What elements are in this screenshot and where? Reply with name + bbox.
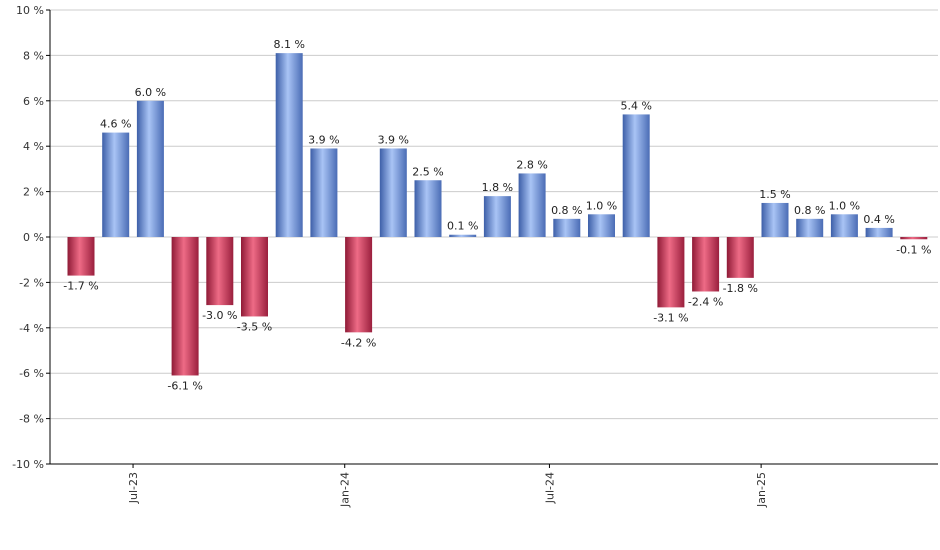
data-label: 1.8 % bbox=[482, 181, 513, 194]
bar-Apr-25 bbox=[830, 214, 858, 237]
bar-Jul-24 bbox=[518, 173, 546, 237]
x-tick-label: Jul-23 bbox=[127, 472, 140, 504]
y-tick-label: 4 % bbox=[23, 140, 44, 153]
bar-Jun-24 bbox=[483, 196, 511, 237]
y-tick-label: -8 % bbox=[19, 413, 44, 426]
data-label: 0.4 % bbox=[863, 213, 894, 226]
data-label: -3.5 % bbox=[237, 320, 272, 333]
bar-Sep-23 bbox=[171, 237, 199, 376]
data-label: 6.0 % bbox=[135, 86, 166, 99]
bar-Aug-23 bbox=[136, 100, 164, 237]
data-label: 1.5 % bbox=[759, 188, 790, 201]
data-label: -1.7 % bbox=[63, 280, 98, 293]
bar-Jun-25 bbox=[900, 237, 928, 240]
data-label: 5.4 % bbox=[620, 99, 651, 112]
data-label: 0.8 % bbox=[794, 204, 825, 217]
bar-Feb-25 bbox=[761, 202, 789, 237]
y-tick-label: 2 % bbox=[23, 186, 44, 199]
data-label: 8.1 % bbox=[273, 38, 304, 51]
data-label: -6.1 % bbox=[167, 379, 202, 392]
data-label: 0.8 % bbox=[551, 204, 582, 217]
y-tick-label: -10 % bbox=[12, 458, 44, 471]
bar-Jan-24 bbox=[310, 148, 338, 237]
data-label: -3.1 % bbox=[653, 311, 688, 324]
x-tick-label: Jan-24 bbox=[339, 472, 352, 508]
data-label: 1.0 % bbox=[586, 199, 617, 212]
y-tick-label: -2 % bbox=[19, 276, 44, 289]
x-tick-label: Jan-25 bbox=[755, 472, 768, 508]
data-label: -3.0 % bbox=[202, 309, 237, 322]
bar-Oct-23 bbox=[206, 237, 234, 306]
bar-Jan-25 bbox=[726, 237, 754, 278]
bar-Nov-24 bbox=[657, 237, 685, 308]
data-label: -4.2 % bbox=[341, 336, 376, 349]
x-tick-label: Jul-24 bbox=[543, 472, 556, 504]
y-tick-label: 0 % bbox=[23, 231, 44, 244]
data-labels: -1.7 % 4.6 % 6.0 % -6.1 % -3.0 %-3.5 % 8.1 % 3… bbox=[63, 38, 931, 392]
data-label: -0.1 % bbox=[896, 243, 931, 256]
bar-May-25 bbox=[865, 227, 893, 237]
data-label: -2.4 % bbox=[688, 295, 723, 308]
y-tick-label: 10 % bbox=[16, 4, 44, 17]
axes: 10 % 8 % 6 % 4 % 2 % 0 % -2 % -4 % -6 % -8 % -10 %… bbox=[12, 4, 938, 508]
bar-Sep-24 bbox=[588, 214, 615, 237]
data-label: -1.8 % bbox=[723, 282, 758, 295]
bar-Oct-24 bbox=[622, 114, 650, 237]
y-tick-label: -4 % bbox=[19, 322, 44, 335]
data-label: 4.6 % bbox=[100, 118, 131, 131]
bar-Nov-23 bbox=[241, 237, 268, 317]
y-tick-label: 8 % bbox=[23, 49, 44, 62]
bar-Mar-25 bbox=[796, 218, 824, 237]
bar-Dec-24 bbox=[692, 237, 720, 292]
bar-Apr-24 bbox=[414, 180, 442, 237]
data-label: 2.5 % bbox=[412, 165, 443, 178]
bar-Mar-24 bbox=[379, 148, 407, 237]
bars bbox=[67, 53, 928, 376]
data-label: 1.0 % bbox=[829, 199, 860, 212]
bar-Jul-23 bbox=[102, 132, 130, 237]
data-label: 2.8 % bbox=[516, 158, 547, 171]
data-label: 3.9 % bbox=[308, 133, 339, 146]
bar-Dec-23 bbox=[275, 53, 303, 237]
bar-Jun-23 bbox=[67, 237, 95, 276]
y-tick-label: -6 % bbox=[19, 367, 44, 380]
bar-Aug-24 bbox=[553, 218, 581, 237]
data-label: 3.9 % bbox=[378, 133, 409, 146]
data-label: 0.1 % bbox=[447, 220, 478, 233]
y-tick-label: 6 % bbox=[23, 95, 44, 108]
bar-May-24 bbox=[449, 234, 477, 237]
bar-Feb-24 bbox=[345, 237, 373, 333]
